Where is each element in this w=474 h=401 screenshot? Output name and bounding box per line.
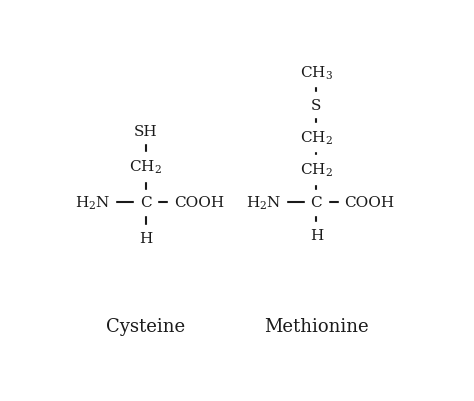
Text: H: H <box>310 228 323 242</box>
Text: Methionine: Methionine <box>264 317 369 335</box>
Text: $\mathregular{CH_3}$: $\mathregular{CH_3}$ <box>300 64 333 81</box>
Text: SH: SH <box>134 124 157 138</box>
Text: H: H <box>139 231 152 245</box>
Text: Cysteine: Cysteine <box>106 317 185 335</box>
Text: C: C <box>140 196 151 209</box>
Text: C: C <box>310 196 322 209</box>
Text: S: S <box>311 98 321 112</box>
Text: $\mathregular{CH_2}$: $\mathregular{CH_2}$ <box>129 158 162 176</box>
Text: $\mathregular{CH_2}$: $\mathregular{CH_2}$ <box>300 129 333 146</box>
Text: $\mathregular{H_2N}$: $\mathregular{H_2N}$ <box>75 194 110 211</box>
Text: COOH: COOH <box>345 196 395 209</box>
Text: $\mathregular{H_2N}$: $\mathregular{H_2N}$ <box>246 194 281 211</box>
Text: COOH: COOH <box>174 196 224 209</box>
Text: $\mathregular{CH_2}$: $\mathregular{CH_2}$ <box>300 162 333 179</box>
